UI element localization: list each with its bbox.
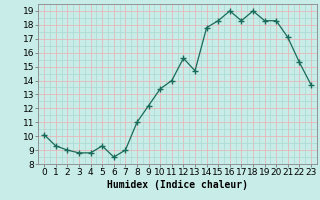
X-axis label: Humidex (Indice chaleur): Humidex (Indice chaleur) xyxy=(107,180,248,190)
